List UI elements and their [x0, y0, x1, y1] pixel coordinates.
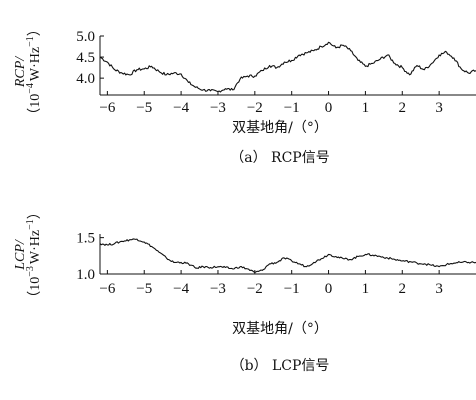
x-tick-label-rcp: 1	[362, 100, 370, 116]
x-tick-label-rcp: −1	[284, 100, 300, 116]
x-tick-label-lcp: 1	[362, 281, 370, 297]
x-axis-title-lcp: 双基地角/（°）	[232, 320, 328, 337]
chart-lcp: LCP/ （10−3W·Hz−1） −6 −5 −4 −3 −2 −1 0 1 2 3 1.5 1.0…	[13, 205, 476, 374]
caption-lcp: （b） LCP信号	[231, 358, 330, 374]
x-tick-label-rcp: −3	[210, 100, 226, 116]
x-tick-label-rcp: 2	[399, 100, 407, 116]
x-tick-label-lcp: −3	[210, 281, 226, 297]
x-tick-label-lcp: 3	[435, 281, 443, 297]
y-axis-var-lcp: LCP/	[13, 239, 28, 271]
x-tick-label-lcp: −1	[284, 281, 300, 297]
x-tick-label-rcp: −2	[247, 100, 263, 116]
x-tick-label-lcp: −4	[173, 281, 189, 297]
series-line-lcp	[99, 238, 476, 274]
x-tick-label-rcp: 0	[325, 100, 333, 116]
y-axis-var-rcp: RCP/	[13, 56, 28, 88]
y-tick-label-lcp: 1.0	[76, 267, 95, 283]
y-axis-unit-rcp: （10−4W·Hz−1）	[25, 22, 43, 121]
x-tick-label-rcp: −6	[99, 100, 115, 116]
y-tick-label-lcp: 1.5	[76, 231, 95, 247]
y-tick-label-rcp: 4.5	[76, 50, 95, 66]
y-axis-title-rcp: RCP/ （10−4W·Hz−1）	[13, 22, 43, 121]
chart-rcp: RCP/ （10−4W·Hz−1） −6 −5 −4 −3 −2 −1 0 1 2 3 5.0 4.5…	[13, 22, 476, 166]
x-tick-label-rcp: −5	[136, 100, 152, 116]
caption-rcp: （a） RCP信号	[230, 150, 329, 166]
y-tick-label-rcp: 4.0	[76, 71, 95, 87]
y-axis-title-lcp: LCP/ （10−3W·Hz−1）	[13, 205, 43, 304]
axes-rcp: −6 −5 −4 −3 −2 −1 0 1 2 3 5.0 4.5 4.0	[76, 29, 476, 116]
axes-lcp: −6 −5 −4 −3 −2 −1 0 1 2 3 1.5 1.0	[76, 231, 476, 297]
x-axis-title-rcp: 双基地角/（°）	[232, 119, 328, 136]
y-tick-label-rcp: 5.0	[76, 29, 95, 45]
x-tick-label-rcp: −4	[173, 100, 189, 116]
x-tick-label-lcp: −2	[247, 281, 263, 297]
x-tick-label-lcp: 2	[399, 281, 407, 297]
x-tick-label-lcp: −6	[99, 281, 115, 297]
y-axis-unit-lcp: （10−3W·Hz−1）	[25, 205, 43, 304]
x-tick-label-lcp: −5	[136, 281, 152, 297]
series-line-rcp	[99, 41, 476, 93]
x-tick-label-lcp: 0	[325, 281, 333, 297]
x-tick-label-rcp: 3	[435, 100, 443, 116]
